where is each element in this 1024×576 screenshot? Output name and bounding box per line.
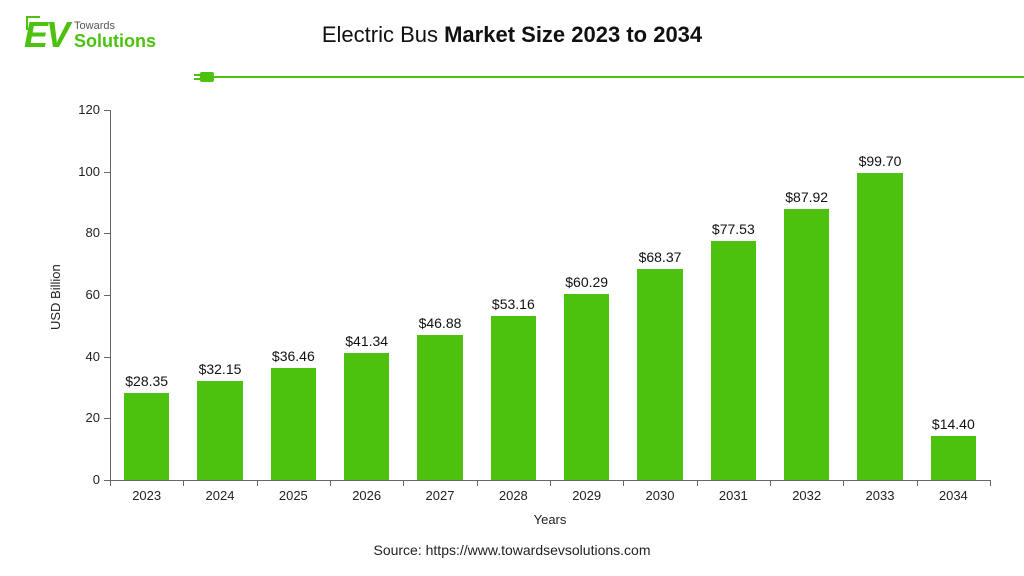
- y-axis-label: USD Billion: [48, 264, 63, 330]
- bar-value-label: $77.53: [697, 221, 770, 237]
- bar: [857, 173, 902, 480]
- bar: [417, 335, 462, 480]
- bar-value-label: $99.70: [843, 153, 916, 169]
- y-axis: [110, 110, 111, 480]
- bar-value-label: $41.34: [330, 333, 403, 349]
- y-tick-label: 100: [60, 164, 100, 179]
- bar-value-label: $32.15: [183, 361, 256, 377]
- x-tick-label: 2024: [183, 488, 256, 503]
- y-tick: [104, 357, 110, 358]
- x-tick: [770, 480, 771, 486]
- bar: [637, 269, 682, 480]
- y-tick: [104, 172, 110, 173]
- x-tick-label: 2023: [110, 488, 183, 503]
- chart-title: Electric Bus Market Size 2023 to 2034: [0, 22, 1024, 48]
- plug-cable-decoration: [200, 70, 1024, 84]
- cable-line: [214, 76, 1024, 78]
- y-tick-label: 120: [60, 102, 100, 117]
- x-tick: [183, 480, 184, 486]
- x-tick: [623, 480, 624, 486]
- bar: [197, 381, 242, 480]
- x-tick: [403, 480, 404, 486]
- y-tick-label: 20: [60, 410, 100, 425]
- x-tick: [917, 480, 918, 486]
- bar: [784, 209, 829, 480]
- bar: [344, 353, 389, 480]
- x-tick-label: 2026: [330, 488, 403, 503]
- x-tick: [110, 480, 111, 486]
- x-tick: [330, 480, 331, 486]
- y-tick-label: 40: [60, 349, 100, 364]
- x-tick: [550, 480, 551, 486]
- x-tick-label: 2032: [770, 488, 843, 503]
- x-tick: [477, 480, 478, 486]
- y-tick-label: 80: [60, 225, 100, 240]
- x-tick-label: 2030: [623, 488, 696, 503]
- bar-chart: 020406080100120USD Billion$28.352023$32.…: [110, 110, 990, 480]
- x-tick-label: 2027: [403, 488, 476, 503]
- x-tick: [843, 480, 844, 486]
- x-tick-label: 2033: [843, 488, 916, 503]
- bar: [711, 241, 756, 480]
- x-tick: [257, 480, 258, 486]
- page-root: EV Towards Solutions Electric Bus Market…: [0, 0, 1024, 576]
- y-tick-label: 60: [60, 287, 100, 302]
- x-axis-label: Years: [110, 512, 990, 527]
- bar-value-label: $53.16: [477, 296, 550, 312]
- x-tick-label: 2028: [477, 488, 550, 503]
- bar-value-label: $60.29: [550, 274, 623, 290]
- x-tick-label: 2025: [257, 488, 330, 503]
- y-tick-label: 0: [60, 472, 100, 487]
- y-tick: [104, 110, 110, 111]
- source-citation: Source: https://www.towardsevsolutions.c…: [0, 542, 1024, 558]
- bar: [271, 368, 316, 480]
- bar-value-label: $87.92: [770, 189, 843, 205]
- plug-icon: [200, 72, 214, 82]
- x-tick-label: 2034: [917, 488, 990, 503]
- bar-value-label: $68.37: [623, 249, 696, 265]
- bar: [491, 316, 536, 480]
- y-tick: [104, 233, 110, 234]
- bar: [931, 436, 976, 480]
- bar-value-label: $46.88: [403, 315, 476, 331]
- y-tick: [104, 418, 110, 419]
- bar-value-label: $36.46: [257, 348, 330, 364]
- bar: [124, 393, 169, 480]
- chart-title-prefix: Electric Bus: [322, 22, 444, 47]
- bar-value-label: $28.35: [110, 373, 183, 389]
- y-tick: [104, 295, 110, 296]
- x-tick-label: 2029: [550, 488, 623, 503]
- bar: [564, 294, 609, 480]
- bar-value-label: $14.40: [917, 416, 990, 432]
- x-tick: [990, 480, 991, 486]
- chart-title-bold: Market Size 2023 to 2034: [444, 22, 702, 47]
- x-tick: [697, 480, 698, 486]
- x-tick-label: 2031: [697, 488, 770, 503]
